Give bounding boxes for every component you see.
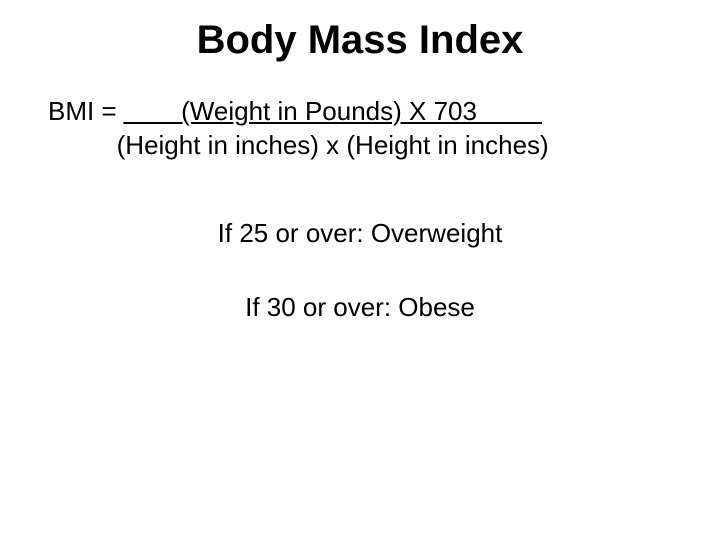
bmi-formula: BMI = (Weight in Pounds) X 703 (Height i… — [48, 94, 549, 162]
bmi-label: BMI = — [48, 94, 117, 128]
bmi-fraction: (Weight in Pounds) X 703 (Height in inch… — [117, 94, 549, 162]
bmi-denominator: (Height in inches) x (Height in inches) — [117, 128, 549, 162]
rule-obese: If 30 or over: Obese — [0, 292, 720, 323]
page-title: Body Mass Index — [0, 18, 720, 63]
rule-overweight: If 25 or over: Overweight — [0, 218, 720, 249]
bmi-numerator: (Weight in Pounds) X 703 — [123, 94, 542, 128]
